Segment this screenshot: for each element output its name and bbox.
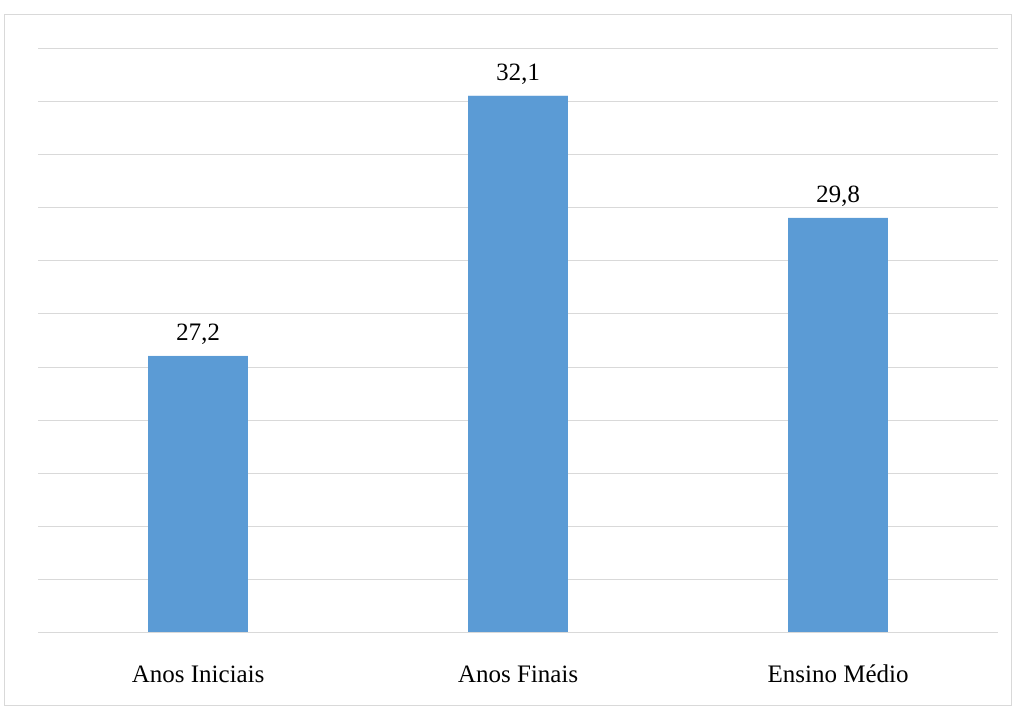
bar: [788, 217, 888, 632]
bar: [468, 95, 568, 633]
data-label: 29,8: [816, 181, 860, 208]
data-label: 32,1: [496, 59, 540, 86]
x-tick-label: Anos Finais: [458, 661, 578, 688]
data-labels: 27,2 32,1 29,8: [176, 59, 860, 346]
bar-series: [148, 95, 888, 633]
x-tick-label: Ensino Médio: [768, 661, 909, 688]
x-tick-label: Anos Iniciais: [132, 661, 265, 688]
x-axis-tick-labels: Anos Iniciais Anos Finais Ensino Médio: [132, 661, 909, 688]
bar: [148, 355, 248, 632]
data-label: 27,2: [176, 319, 220, 346]
